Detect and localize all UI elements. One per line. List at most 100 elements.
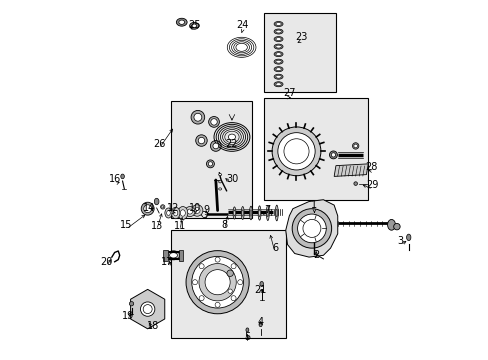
Text: 12: 12: [166, 203, 179, 213]
Ellipse shape: [129, 302, 133, 306]
Ellipse shape: [275, 60, 281, 63]
Circle shape: [199, 264, 203, 269]
Ellipse shape: [194, 113, 202, 121]
Text: 3: 3: [397, 236, 403, 246]
Text: 11: 11: [173, 221, 186, 231]
Text: 9: 9: [203, 206, 209, 216]
Text: 7: 7: [264, 206, 270, 216]
Circle shape: [231, 264, 236, 269]
Ellipse shape: [169, 253, 177, 258]
Circle shape: [199, 296, 203, 301]
Ellipse shape: [274, 82, 283, 87]
Ellipse shape: [353, 144, 357, 148]
Ellipse shape: [227, 289, 232, 293]
Ellipse shape: [210, 119, 217, 125]
Ellipse shape: [192, 24, 196, 28]
Text: 18: 18: [146, 321, 159, 331]
Circle shape: [292, 209, 331, 248]
Circle shape: [303, 220, 320, 237]
Ellipse shape: [143, 305, 152, 314]
Ellipse shape: [245, 328, 248, 332]
Ellipse shape: [208, 162, 212, 166]
Ellipse shape: [191, 111, 204, 124]
Circle shape: [277, 133, 314, 170]
Circle shape: [271, 127, 320, 176]
Circle shape: [297, 214, 325, 243]
Ellipse shape: [276, 209, 277, 217]
Ellipse shape: [353, 182, 357, 185]
Circle shape: [199, 264, 236, 301]
Ellipse shape: [141, 202, 154, 215]
Ellipse shape: [259, 322, 262, 327]
Ellipse shape: [187, 209, 192, 214]
Text: 17: 17: [161, 257, 173, 267]
Ellipse shape: [176, 18, 187, 26]
Ellipse shape: [121, 174, 124, 179]
Ellipse shape: [140, 302, 155, 316]
Circle shape: [215, 302, 220, 307]
Text: 28: 28: [365, 162, 377, 172]
Ellipse shape: [249, 206, 252, 220]
Text: 19: 19: [122, 311, 134, 321]
Ellipse shape: [162, 206, 163, 208]
Text: 5: 5: [244, 332, 250, 342]
Text: 1: 1: [311, 200, 317, 210]
Ellipse shape: [275, 83, 281, 86]
Ellipse shape: [258, 206, 261, 220]
Ellipse shape: [233, 210, 235, 216]
Bar: [264, 98, 367, 200]
Ellipse shape: [274, 37, 283, 41]
Ellipse shape: [266, 206, 269, 221]
Circle shape: [237, 280, 242, 285]
Text: 8: 8: [221, 220, 227, 230]
Bar: [264, 13, 335, 92]
Text: 16: 16: [109, 174, 122, 184]
Ellipse shape: [352, 143, 358, 149]
Ellipse shape: [189, 22, 199, 29]
Text: 14: 14: [143, 203, 155, 213]
Ellipse shape: [406, 234, 410, 240]
Ellipse shape: [210, 140, 221, 151]
Ellipse shape: [275, 205, 278, 221]
Ellipse shape: [179, 20, 184, 24]
Ellipse shape: [218, 174, 221, 176]
Ellipse shape: [233, 207, 235, 219]
Ellipse shape: [242, 210, 243, 216]
Text: 22: 22: [225, 139, 238, 149]
Text: 2: 2: [312, 250, 319, 260]
Ellipse shape: [198, 137, 204, 144]
Ellipse shape: [143, 205, 151, 213]
Ellipse shape: [329, 151, 337, 159]
Circle shape: [185, 251, 249, 314]
Ellipse shape: [166, 211, 170, 216]
Ellipse shape: [178, 207, 187, 220]
Bar: [163, 249, 167, 261]
Ellipse shape: [191, 205, 203, 216]
Ellipse shape: [274, 29, 283, 34]
Ellipse shape: [393, 224, 399, 230]
Ellipse shape: [275, 45, 281, 48]
Ellipse shape: [194, 208, 200, 213]
Text: 10: 10: [188, 203, 201, 213]
Ellipse shape: [160, 205, 164, 209]
Ellipse shape: [154, 198, 159, 205]
Ellipse shape: [212, 143, 218, 149]
Text: 30: 30: [225, 174, 238, 184]
Text: 20: 20: [100, 257, 112, 267]
Ellipse shape: [250, 210, 251, 216]
Ellipse shape: [274, 51, 283, 57]
Ellipse shape: [274, 59, 283, 64]
Text: 15: 15: [120, 220, 132, 230]
Ellipse shape: [195, 135, 207, 146]
Ellipse shape: [274, 67, 283, 72]
Ellipse shape: [258, 210, 260, 217]
Bar: [171, 230, 285, 338]
Ellipse shape: [171, 207, 180, 219]
Ellipse shape: [218, 188, 221, 190]
Ellipse shape: [275, 53, 281, 55]
Ellipse shape: [228, 134, 235, 140]
Ellipse shape: [184, 207, 195, 217]
Ellipse shape: [387, 220, 395, 230]
Ellipse shape: [274, 22, 283, 27]
Ellipse shape: [164, 208, 172, 218]
